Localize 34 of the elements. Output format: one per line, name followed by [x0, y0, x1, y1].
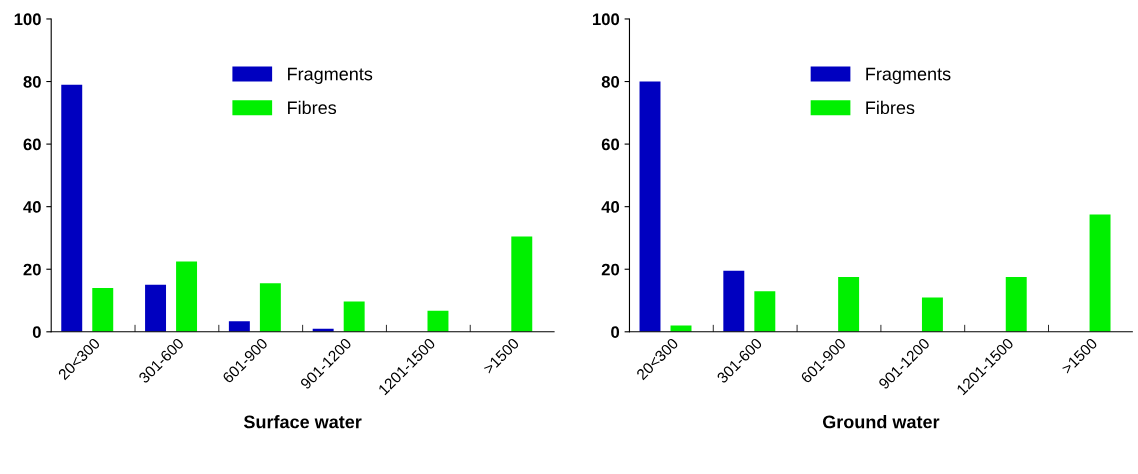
legend-label: Fragments: [288, 67, 373, 84]
y-tick-label: 20: [23, 263, 41, 276]
bar: [754, 291, 776, 332]
y-tick-label: 80: [601, 75, 620, 88]
legend-label: Fibres: [866, 100, 915, 115]
bar: [228, 321, 250, 332]
y-tick-label: 0: [611, 326, 620, 338]
bar: [921, 297, 943, 332]
x-axis-title: Ground water: [822, 415, 940, 429]
legend-label: Fibres: [288, 100, 337, 115]
bar: [343, 301, 365, 332]
bar: [639, 81, 661, 332]
y-tick-label: 100: [14, 13, 41, 26]
y-tick-label: 80: [23, 75, 41, 88]
bar: [1005, 277, 1027, 332]
bar: [838, 277, 860, 332]
y-tick-label: 60: [23, 138, 41, 151]
bar: [92, 288, 114, 332]
bar: [723, 270, 745, 332]
bar: [61, 84, 83, 332]
bar: [176, 261, 198, 332]
y-tick-label: 40: [23, 201, 41, 213]
y-tick-label: 20: [601, 263, 620, 276]
bar: [511, 236, 533, 332]
y-tick-label: 100: [593, 13, 620, 26]
x-axis-title: Surface water: [243, 415, 362, 429]
y-tick-label: 60: [601, 138, 620, 151]
bar: [427, 310, 449, 332]
y-tick-label: 40: [601, 201, 620, 213]
bar: [259, 283, 281, 332]
bar: [145, 284, 167, 332]
bar: [1089, 214, 1111, 332]
y-tick-label: 0: [32, 326, 41, 338]
legend-label: Fragments: [866, 67, 951, 84]
